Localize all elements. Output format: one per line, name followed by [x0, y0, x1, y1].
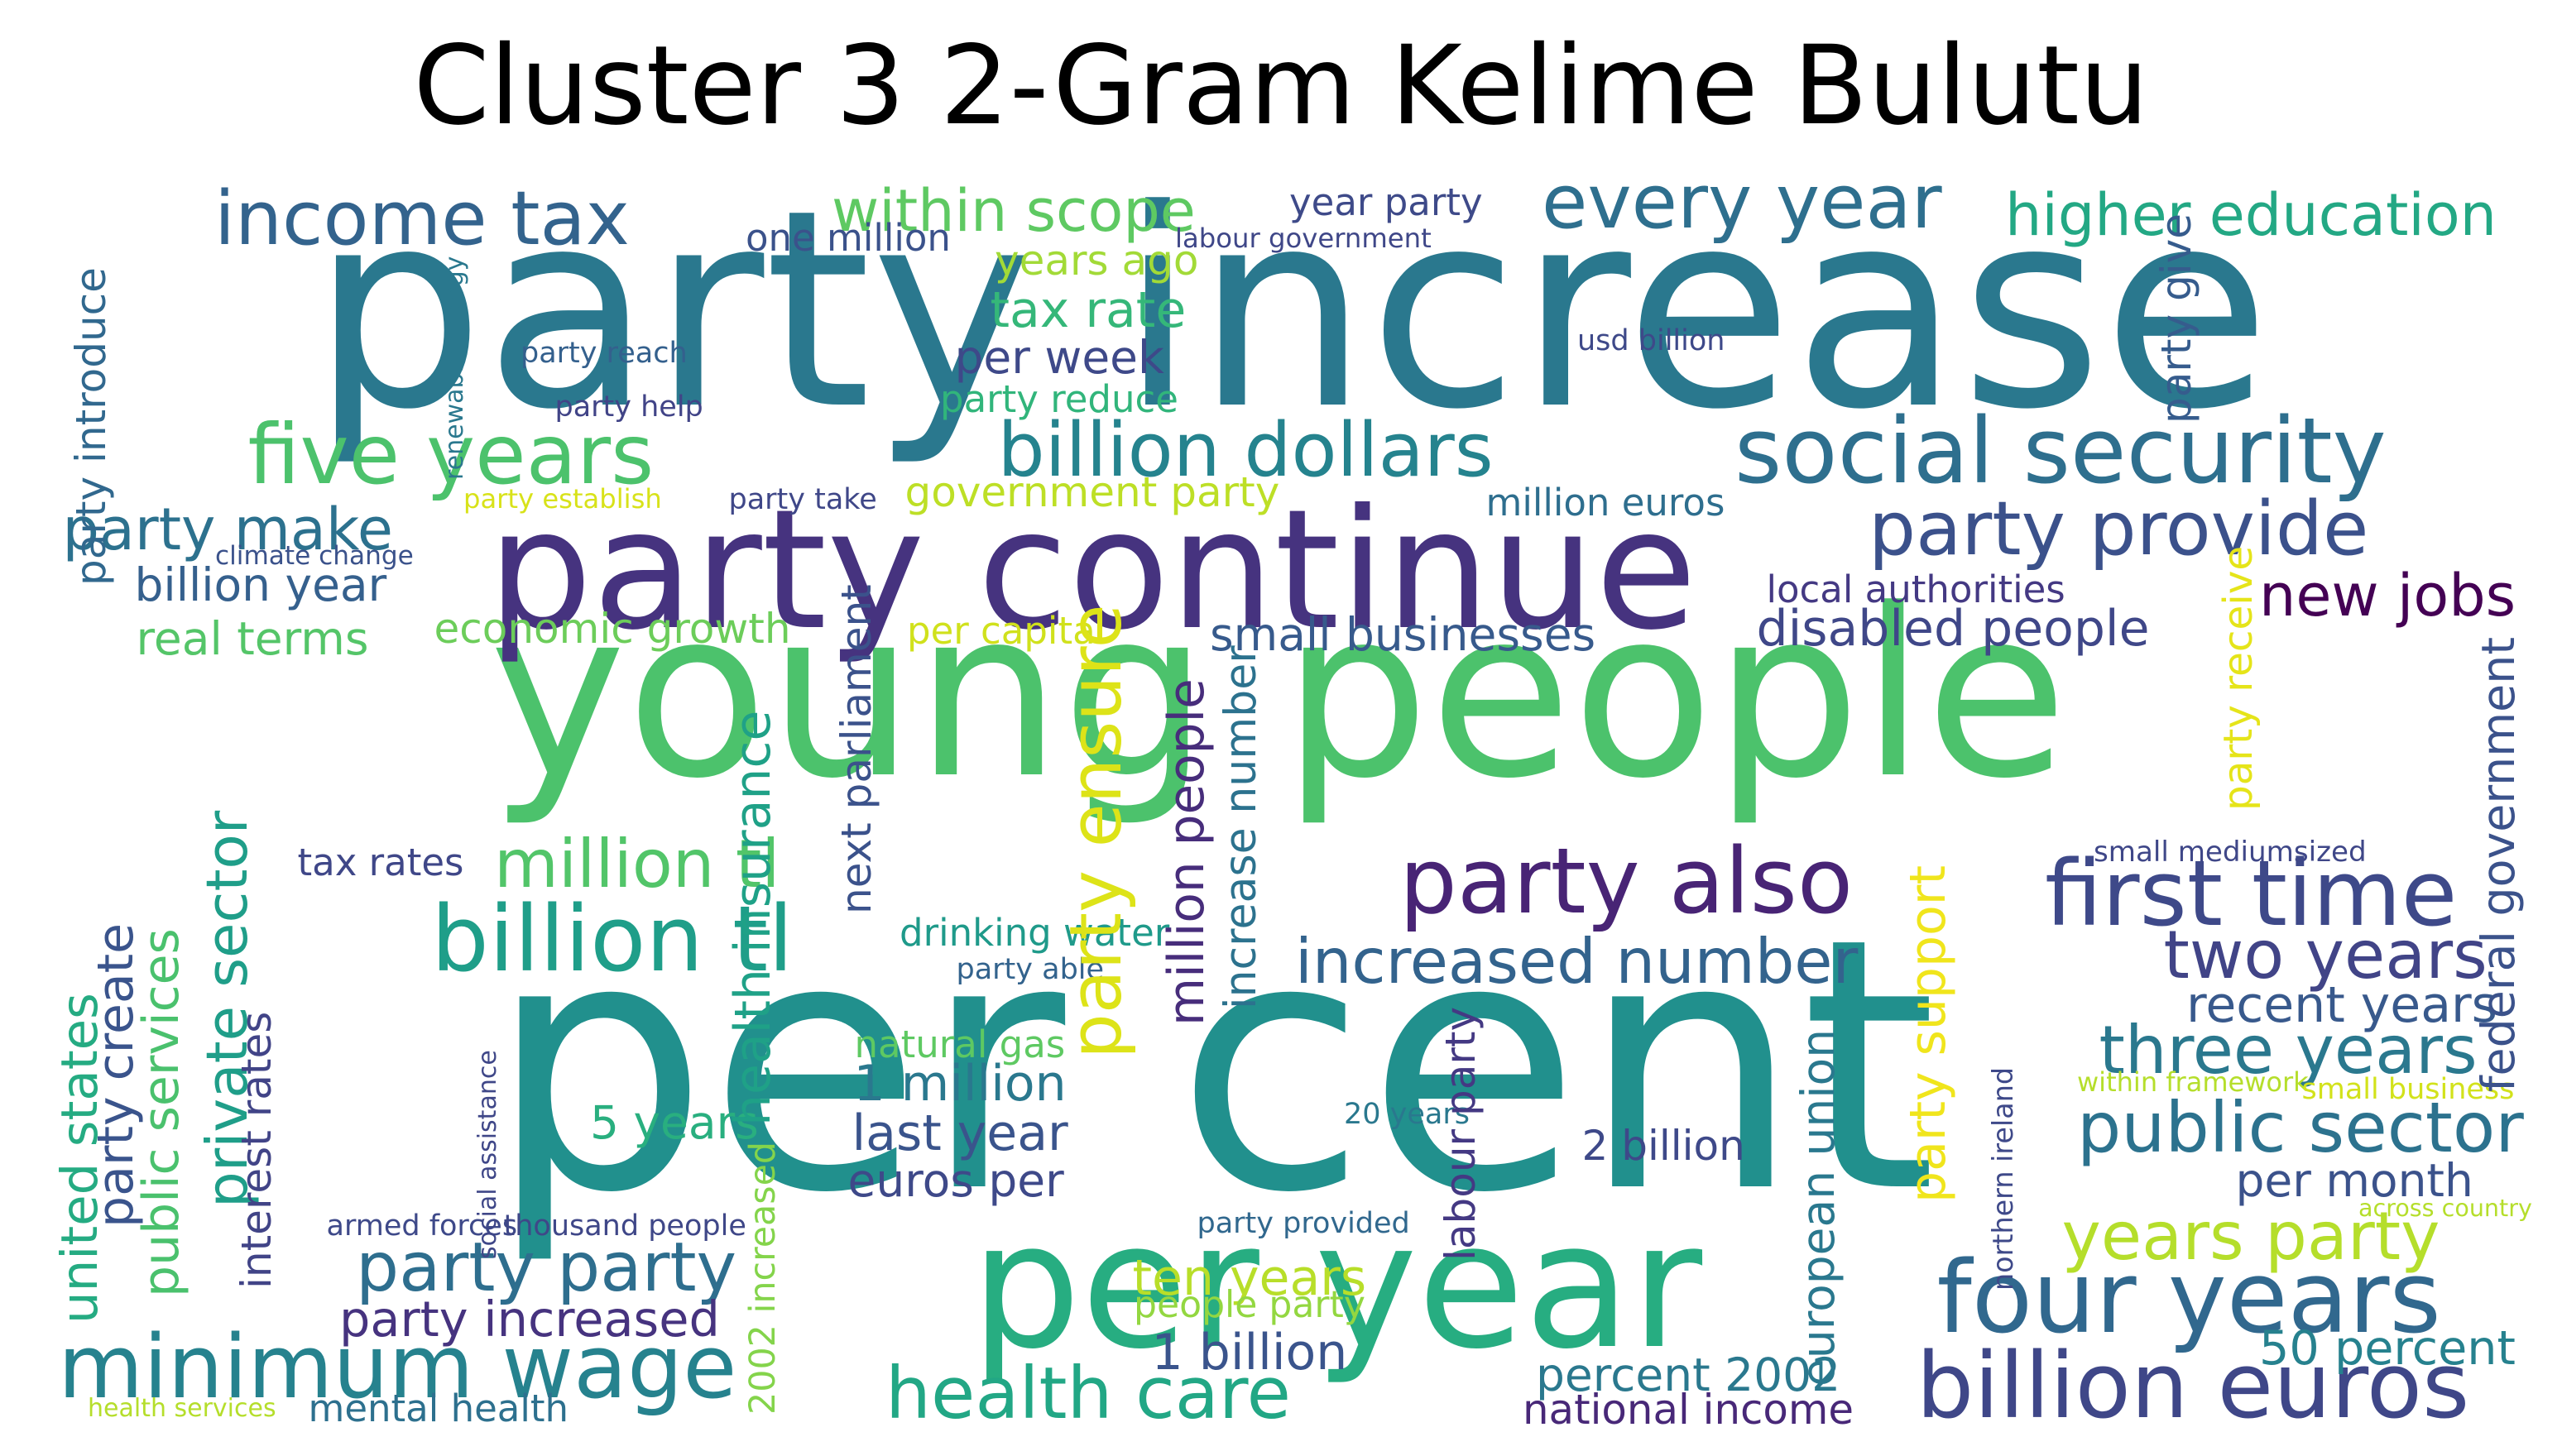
- cloud-word: party help: [554, 390, 703, 424]
- cloud-word: 1 million: [853, 1055, 1067, 1113]
- cloud-word: 1 billion: [1151, 1324, 1348, 1382]
- cloud-title: Cluster 3 2-Gram Kelime Bulutu: [413, 22, 2149, 150]
- cloud-word: disabled people: [1756, 600, 2150, 658]
- cloud-word: within scope: [832, 177, 1196, 245]
- cloud-word: ten years: [1132, 1249, 1367, 1307]
- cloud-word: party increase: [311, 151, 2271, 469]
- cloud-word: interest rates: [233, 1011, 281, 1289]
- cloud-word: party continue: [487, 474, 1697, 667]
- cloud-word: million people: [1159, 678, 1216, 1026]
- cloud-word: mental health: [308, 1387, 569, 1430]
- cloud-word: party take: [728, 483, 877, 516]
- cloud-word: per month: [2235, 1154, 2473, 1207]
- cloud-word: party make: [62, 496, 393, 563]
- cloud-word: per cent: [487, 864, 1937, 1269]
- cloud-word: years party: [2061, 1198, 2440, 1275]
- cloud-word: small mediumsized: [2094, 835, 2367, 869]
- cloud-word: armed forces: [326, 1209, 518, 1243]
- cloud-word: increase number: [1216, 645, 1266, 1009]
- cloud-word: party introduce: [67, 266, 115, 586]
- cloud-word: minimum wage: [58, 1315, 737, 1418]
- cloud-word: party party: [356, 1228, 737, 1307]
- word-cloud: party increase young people per cent per ye…: [50, 151, 2532, 1432]
- cloud-word: local authorities: [1766, 568, 2065, 611]
- cloud-word: real terms: [136, 612, 369, 665]
- cloud-word: million euros: [1485, 481, 1725, 524]
- cloud-word: one million: [746, 216, 951, 260]
- cloud-word: drinking water: [900, 911, 1170, 955]
- cloud-word: natural gas: [854, 1023, 1066, 1066]
- cloud-word: year party: [1289, 180, 1483, 224]
- cloud-word: small business: [2301, 1073, 2515, 1106]
- cloud-word: renewable energy: [440, 256, 469, 480]
- cloud-word: every year: [1542, 159, 1942, 246]
- cloud-word: party reach: [521, 337, 688, 370]
- cloud-word: within framework: [2077, 1066, 2309, 1098]
- cloud-word: 2002 increased: [742, 1141, 784, 1415]
- cloud-word: party provided: [1197, 1207, 1410, 1240]
- cloud-word: party ensure: [1055, 604, 1138, 1059]
- cloud-word: labour government: [1175, 222, 1432, 254]
- cloud-word: social assistance: [473, 1049, 502, 1259]
- cloud-word: years ago: [995, 237, 1199, 285]
- cloud-word: national income: [1523, 1386, 1854, 1434]
- cloud-word: 20 years: [1344, 1098, 1470, 1131]
- cloud-word: last year: [852, 1104, 1068, 1162]
- cloud-word: 2 billion: [1581, 1122, 1745, 1170]
- cloud-word: million tl: [494, 826, 780, 903]
- cloud-word: government party: [904, 468, 1280, 516]
- cloud-word: party establish: [463, 482, 662, 515]
- cloud-word: party give: [2152, 213, 2200, 424]
- cloud-word: northern ireland: [1986, 1066, 2019, 1291]
- cloud-word: public sector: [2077, 1086, 2524, 1168]
- cloud-word: young people: [489, 560, 2068, 830]
- cloud-word: health insurance: [724, 710, 782, 1126]
- cloud-word: party able: [956, 953, 1105, 986]
- cloud-word: percent 2002: [1536, 1348, 1841, 1401]
- cloud-word: party support: [1899, 865, 1957, 1203]
- cloud-word: per capita: [907, 609, 1096, 653]
- cloud-word: new jobs: [2259, 562, 2516, 630]
- cloud-word: two years: [2163, 917, 2488, 994]
- cloud-word: billion euros: [1916, 1333, 2470, 1439]
- cloud-word: next parliament: [832, 583, 880, 914]
- cloud-word: social security: [1734, 398, 2387, 504]
- cloud-word: tax rates: [297, 841, 464, 884]
- cloud-word: per week: [954, 331, 1164, 384]
- cloud-word: euros per: [847, 1154, 1064, 1207]
- cloud-word: thousand people: [503, 1209, 746, 1243]
- cloud-word: per year: [971, 1185, 1703, 1387]
- cloud-word: party increased: [339, 1290, 720, 1348]
- cloud-word: climate change: [215, 541, 414, 571]
- cloud-word: party provide: [1869, 486, 2369, 572]
- cloud-word: billion tl: [431, 886, 794, 992]
- cloud-word: billion dollars: [997, 407, 1494, 494]
- cloud-word: 50 percent: [2259, 1320, 2516, 1376]
- cloud-word: party also: [1399, 828, 1854, 934]
- cloud-word: usd billion: [1577, 324, 1725, 357]
- cloud-word: party receive: [2215, 545, 2262, 811]
- cloud-word: higher education: [2005, 181, 2497, 249]
- cloud-word: across country: [2358, 1194, 2532, 1222]
- cloud-word: four years: [1936, 1241, 2441, 1356]
- cloud-word: small businesses: [1210, 608, 1596, 661]
- cloud-word: recent years: [2186, 976, 2497, 1034]
- cloud-word: increased number: [1295, 925, 1859, 998]
- cloud-word: five years: [247, 406, 655, 503]
- cloud-word: health services: [88, 1394, 276, 1423]
- cloud-word: billion year: [134, 558, 387, 611]
- cloud-word: european union: [1792, 1028, 1845, 1387]
- cloud-word: economic growth: [434, 605, 791, 653]
- cloud-word: 5 years: [590, 1096, 759, 1149]
- cloud-word: party reduce: [940, 377, 1178, 421]
- cloud-word: health care: [885, 1352, 1291, 1435]
- cloud-word: income tax: [214, 175, 630, 262]
- cloud-word: three years: [2099, 1012, 2478, 1089]
- cloud-word: people party: [1134, 1283, 1365, 1326]
- cloud-word: federal government: [2472, 636, 2526, 1092]
- cloud-word: first time: [2045, 841, 2458, 946]
- cloud-word: public services: [132, 928, 190, 1297]
- cloud-word: labour party: [1437, 1006, 1485, 1261]
- cloud-word: tax rate: [990, 281, 1187, 339]
